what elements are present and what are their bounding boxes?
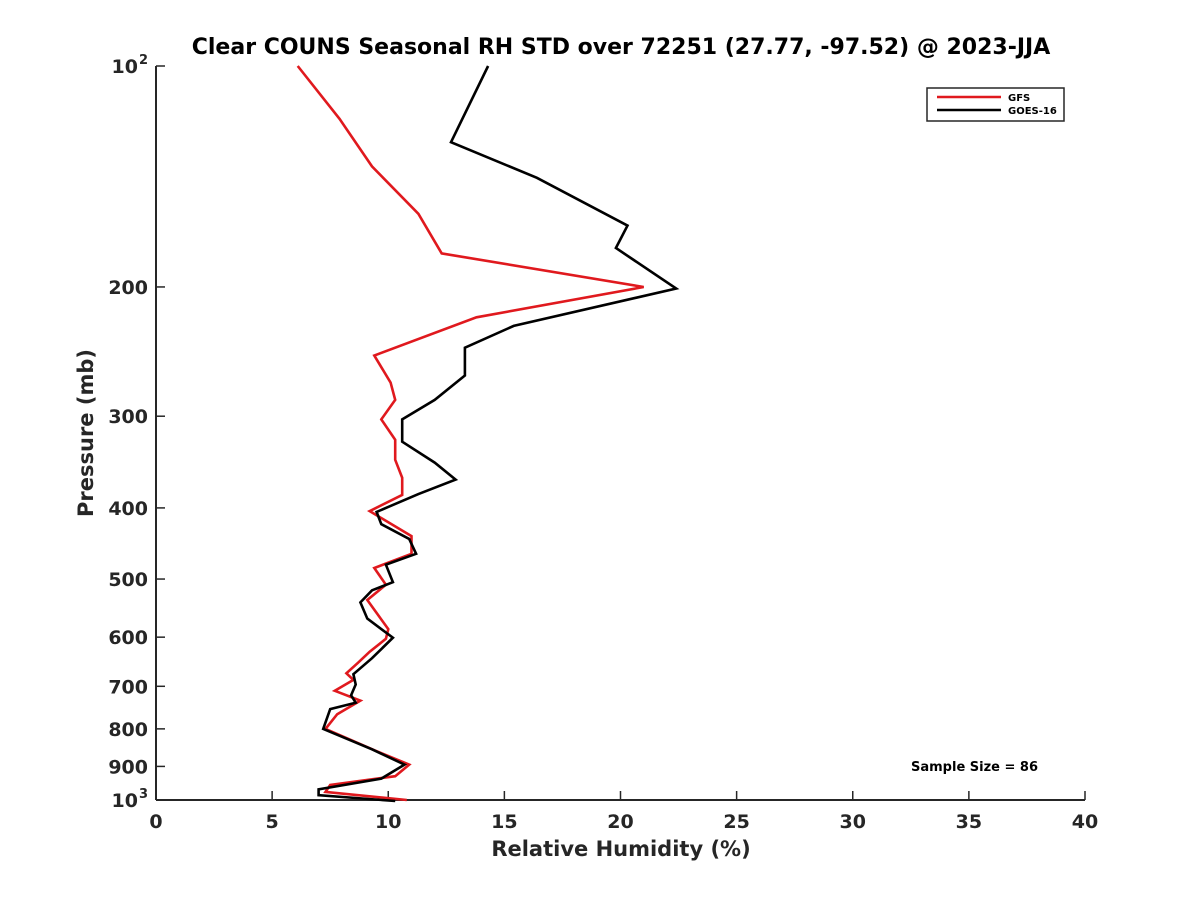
x-tick-label: 5 [266, 811, 279, 833]
y-tick-exponent: 3 [139, 787, 148, 802]
x-tick-label: 30 [840, 811, 866, 833]
y-tick-label: 300 [108, 406, 148, 428]
series-line-goes-16 [317, 65, 680, 803]
legend-label-goes-16: GOES-16 [1008, 106, 1057, 117]
x-tick-label: 20 [607, 811, 633, 833]
x-tick-label: 15 [491, 811, 517, 833]
x-tick-label: 25 [723, 811, 749, 833]
legend-label-gfs: GFS [1008, 93, 1030, 104]
y-tick-label: 10 [112, 56, 138, 78]
y-tick-label: 600 [108, 627, 148, 649]
x-axis-title: Relative Humidity (%) [491, 837, 750, 861]
y-tick-label: 200 [108, 277, 148, 299]
y-tick-label: 900 [108, 756, 148, 778]
x-tick-label: 40 [1072, 811, 1098, 833]
x-tick-label: 35 [956, 811, 982, 833]
x-tick-group: 0 5 10 15 20 25 30 35 40 [149, 791, 1098, 833]
x-tick-label: 10 [375, 811, 401, 833]
y-tick-label: 400 [108, 498, 148, 520]
y-tick-label: 700 [108, 676, 148, 698]
legend-box [926, 87, 1065, 122]
sample-size-annotation: Sample Size = 86 [911, 760, 1038, 775]
y-axis-title: Pressure (mb) [74, 349, 98, 517]
y-tick-exponent: 2 [139, 53, 148, 68]
legend: GFS GOES-16 [926, 87, 1065, 122]
y-tick-label: 500 [108, 569, 148, 591]
y-tick-label: 10 [112, 790, 138, 812]
series-line-gfs [296, 65, 644, 802]
y-tick-label: 800 [108, 719, 148, 741]
series-group [296, 65, 680, 803]
chart-title: Clear COUNS Seasonal RH STD over 72251 (… [192, 35, 1051, 60]
x-tick-label: 0 [149, 811, 162, 833]
